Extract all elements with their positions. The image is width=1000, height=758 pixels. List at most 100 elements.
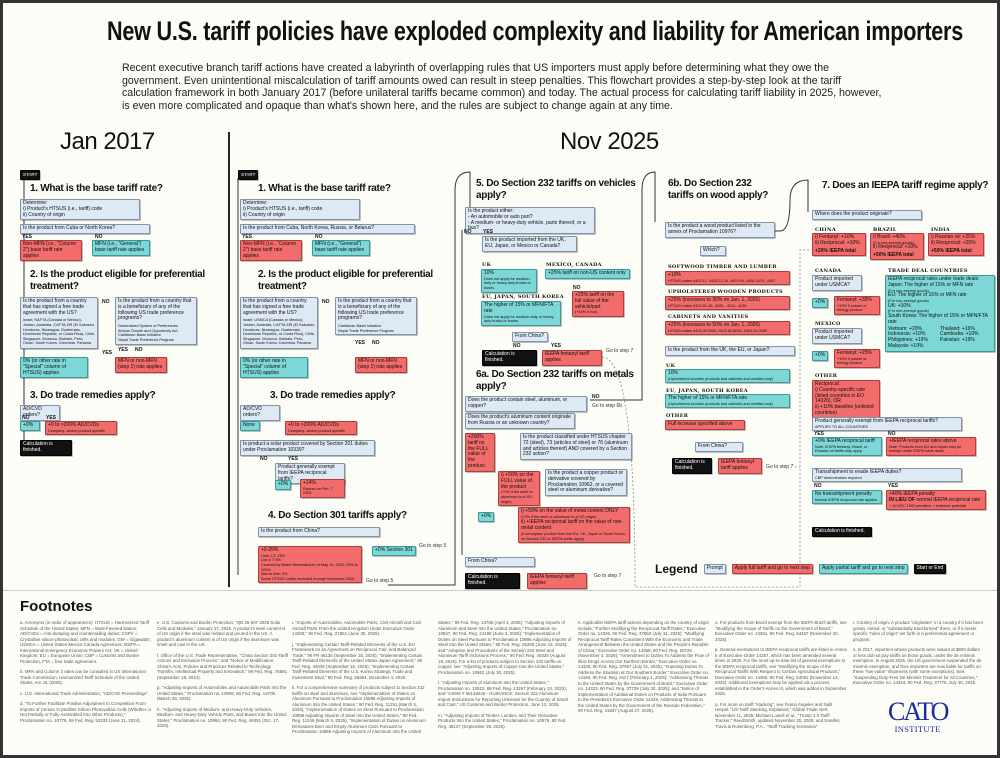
footnote: e. U.S. Customs and Border Protection, "… bbox=[157, 620, 286, 647]
gsp-program: Nepal Trade Preference Program bbox=[118, 337, 174, 342]
no-label: NO bbox=[513, 343, 521, 349]
footnote: m. "Adjusting Imports of Timber, Lumber,… bbox=[438, 712, 567, 729]
footnote: p. General exemptions to IEEPA reciproca… bbox=[715, 647, 847, 696]
line: ii) Reciprocal: +25% bbox=[931, 239, 976, 246]
note: Does not apply for medium-duty or heavy-… bbox=[484, 314, 555, 324]
nov-step1-heading: 1. What is the base tariff rate? bbox=[258, 183, 391, 194]
metal-from-china-question: From China? bbox=[465, 557, 535, 567]
plus14-rate: +14% bbox=[303, 480, 316, 486]
veh-fentanyl-box: IEEPA fentanyl tariff applies bbox=[542, 350, 602, 366]
no-label: NO bbox=[372, 340, 380, 346]
jan-finished: Calculation is finished. bbox=[20, 440, 72, 456]
rate: +25% tariff on the full value of the veh… bbox=[575, 292, 615, 310]
s301-line: Some HTSUS codes excluded through Novemb… bbox=[261, 576, 355, 581]
line: i) Country-specific rate (listed countri… bbox=[815, 386, 866, 405]
brazil-label: BRAZIL bbox=[873, 227, 897, 233]
rate: +40% IEEPA penalty bbox=[889, 491, 935, 497]
s301-line: Covered by Biden Memorandum of May 14, 2… bbox=[261, 562, 358, 572]
solar-question: Is product a solar product covered by Se… bbox=[240, 440, 375, 456]
loop-to-step6b bbox=[590, 171, 656, 401]
line: Reciprocal: bbox=[815, 381, 841, 387]
canada-plus0-box: +0% bbox=[812, 298, 828, 308]
td-rate: Thailand: +19% bbox=[940, 325, 975, 332]
cabinets-box: +25% (increases to 50% on Jan. 1, 2026) H… bbox=[665, 321, 790, 336]
footnote: b. MFN and Column 2 rates can be consult… bbox=[20, 669, 146, 685]
adcvd-note: Company- and/or product-specific bbox=[48, 428, 105, 433]
china-label: CHINA bbox=[815, 227, 836, 233]
wood-eujk-box: The higher of 15% or MFN/FTA rate (Uphols… bbox=[665, 394, 790, 409]
determine-ii: ii) Country of origin bbox=[23, 211, 65, 218]
gsp-program: Nepal Trade Preference Program bbox=[338, 328, 394, 333]
yes-label: YES bbox=[814, 431, 825, 437]
exempt-no-box: +IEEPA reciprocal rates above Note: Produ… bbox=[886, 437, 976, 456]
td-korea: South Korea: The higher of 15% or MFN/FT… bbox=[888, 312, 988, 325]
canada-usmca-question: Product imported under USMCA? bbox=[812, 275, 862, 291]
go-to-step7-link[interactable]: Go to step 7 bbox=[766, 464, 794, 470]
td-uk: UK: +10% bbox=[888, 302, 911, 309]
line: i) Russian oil: +25% bbox=[931, 234, 976, 240]
q: Transshipment to evade IEEPA duties? bbox=[815, 469, 902, 475]
jan-adcvd-box: +0 to >200% AD/CVDs Company- and/or produ… bbox=[45, 421, 117, 436]
wood-eujk-label: EU, JAPAN, SOUTH KOREA bbox=[666, 388, 748, 394]
trade-deal-label: TRADE DEAL COUNTRIES bbox=[888, 268, 968, 274]
footnote: r. Country of origin: A product "origina… bbox=[853, 620, 984, 642]
fta-question-text: Is the product from a country that has s… bbox=[23, 298, 87, 316]
nov-mfn-or-box: MFN or non-MFN (step 1) rate applies bbox=[355, 357, 407, 373]
step6a-heading: 6a. Do Section 232 tariffs on metals app… bbox=[476, 369, 634, 392]
go-to-step7-link[interactable]: Go to step 7 bbox=[594, 573, 622, 579]
footnote: g. "Adjusting Imports of Automobiles and… bbox=[157, 685, 287, 701]
veh-q-line: Is the product either: bbox=[468, 208, 514, 214]
go-to-step5-link[interactable]: Go to step 5 bbox=[366, 578, 394, 584]
note: (For non-exempt goods) bbox=[888, 288, 929, 293]
nov-fta-question: Is the product from a country that has s… bbox=[240, 297, 318, 349]
jan-step1-heading: 1. What is the base tariff rate? bbox=[30, 183, 163, 194]
india-ieepa-box: i) Russian oil: +25% ii) Reciprocal: +25%… bbox=[928, 233, 984, 256]
in-lieu: IN LIEU OF bbox=[889, 496, 916, 503]
fta-country-list: Israel, NAFTA (Canada or Mexico), Jordan… bbox=[23, 318, 95, 346]
loop-to-step5 bbox=[388, 171, 471, 586]
legend-title: Legend bbox=[655, 562, 698, 576]
no-label: NO bbox=[888, 431, 896, 437]
footnote: k. For a comprehensive summary of produc… bbox=[292, 620, 572, 734]
nov-step2-heading: 2. Is the product eligible for preferent… bbox=[258, 269, 433, 292]
rate: Fentanyl: +25% bbox=[837, 350, 872, 356]
go-to-step6b-link[interactable]: Go to step 6b bbox=[592, 403, 623, 409]
upholstered-box: +25% (increases to 30% on Jan. 1, 2026) H… bbox=[665, 296, 790, 311]
metal-content-box: i) +50% on the value of metal content ON… bbox=[518, 507, 630, 544]
canada-fentanyl-box: Fentanyl: +35% +10% if potash or energy p… bbox=[834, 296, 880, 315]
step4-heading: 4. Do Section 301 tariffs apply? bbox=[268, 510, 407, 521]
chapter-72-question: Is the product classified under HTSUS ch… bbox=[520, 433, 632, 461]
nov-adcvd-box: +0 to >200% AD/CVDs Company- and/or produ… bbox=[285, 421, 357, 436]
solar-plus14-box: +14% Expires on Feb. 7, 2026 bbox=[300, 479, 345, 498]
section-301-box: +0-25% Lists 1-3: 25% List 4: 7.5% Covered … bbox=[258, 546, 362, 584]
determine-i: i) Product's HTSUS (i.e., tariff) code bbox=[243, 205, 323, 212]
solar-plus0-box: +0% bbox=[275, 480, 291, 490]
which-prompt: Which? bbox=[700, 246, 726, 256]
veh-eujk-box: The higher of 15% or MFN/FTA rate Does no… bbox=[481, 301, 561, 326]
legend-partial: Apply partial tariff and go to next step bbox=[819, 564, 908, 574]
yes-label: YES bbox=[483, 229, 494, 235]
line: ii) Reciprocal: +10% bbox=[815, 239, 860, 246]
veh-finished: Calculation is finished. bbox=[482, 350, 537, 366]
wood-other-box: Full increase specified above bbox=[665, 420, 745, 430]
footnote: d. "To Further Facilitate Positive Adjus… bbox=[20, 701, 152, 723]
gsp-question-text: Is the product from a country that is a … bbox=[338, 298, 412, 322]
go-to-step5-link[interactable]: Go to step 5 bbox=[419, 543, 447, 549]
s301-line: Lists 1-3: 25% bbox=[261, 553, 286, 558]
nov-cuba-question: Is the product from Cuba, North Korea, R… bbox=[240, 224, 415, 234]
start-badge: START bbox=[20, 170, 41, 180]
intro-paragraph: Recent executive branch tariff actions h… bbox=[122, 62, 882, 112]
rate: No transshipment penalty bbox=[815, 491, 872, 497]
yes-label: YES bbox=[46, 415, 57, 421]
mexico-fentanyl-box: Fentanyl: +25% +10% if potash or energy p… bbox=[834, 349, 880, 368]
cato-institute-logo: CATO INSTITUTE bbox=[888, 699, 949, 735]
jan-determine-box: Determine: i) Product's HTSUS (i.e., tari… bbox=[20, 199, 140, 221]
footnotes-col-6: o. For products from Brazil exempt from … bbox=[715, 620, 847, 734]
wood-finished: Calculation is finished. bbox=[672, 458, 712, 474]
go-to-step7-link[interactable]: Go to step 7 bbox=[606, 348, 634, 354]
footnotes-col-5: n. Applicable IEEPA tariff actions depen… bbox=[578, 620, 710, 719]
jan-adcvd-question: AD/CVD orders? bbox=[20, 405, 60, 421]
note: (If aerospace product from the EU, UK, J… bbox=[521, 531, 626, 541]
legend: Legend Prompt Apply full tariff and go t… bbox=[655, 562, 947, 576]
wood-uk-label: UK bbox=[666, 363, 676, 369]
